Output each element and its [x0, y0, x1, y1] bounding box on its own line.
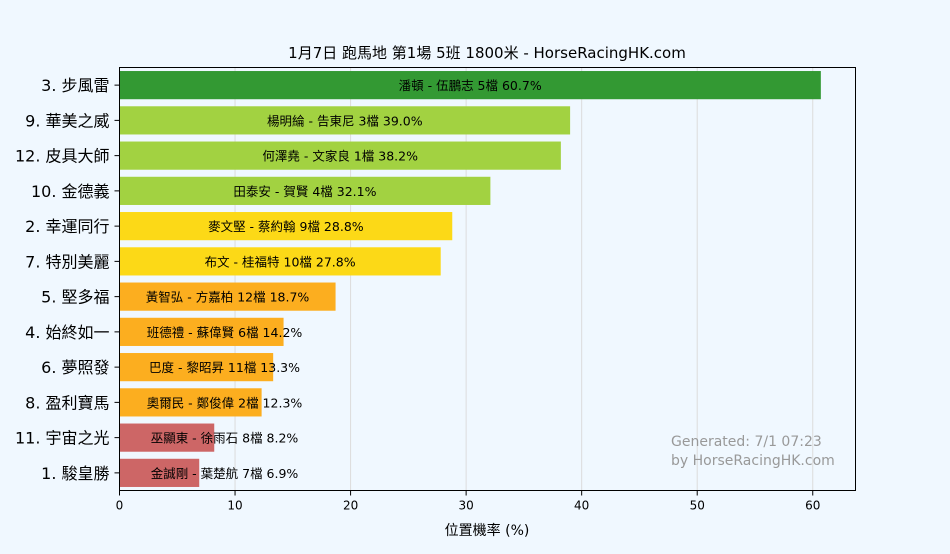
y-tick-label: 1. 駿皇勝: [41, 464, 109, 483]
bar: [119, 141, 561, 170]
y-tick-label: 2. 幸運同行: [25, 217, 109, 236]
x-tick-label: 10: [227, 499, 242, 513]
x-tick-label: 0: [116, 499, 124, 513]
y-tick-label: 5. 堅多福: [41, 288, 109, 307]
y-tick-label: 7. 特別美麗: [25, 252, 109, 271]
y-tick-label: 10. 金德義: [31, 182, 110, 201]
y-tick-label: 11. 宇宙之光: [15, 429, 110, 448]
bar: [119, 317, 284, 346]
x-tick-label: 30: [458, 499, 473, 513]
grid: [234, 67, 814, 491]
bar-label: 巴度 - 黎昭昇 11檔 13.3%: [149, 360, 300, 375]
bar: [119, 388, 262, 417]
y-tick-label: 9. 華美之威: [25, 111, 109, 130]
y-tick-label: 8. 盈利寶馬: [25, 393, 109, 412]
plot-area: [119, 67, 856, 491]
bar: [119, 423, 215, 452]
bar: [119, 212, 453, 241]
bar-label: 奧爾民 - 鄭俊偉 2檔 12.3%: [147, 395, 303, 410]
y-tick-label: 12. 皮具大師: [15, 147, 110, 166]
source-note: by HorseRacingHK.com: [671, 453, 835, 469]
bar: [119, 71, 821, 100]
x-tick-label: 20: [343, 499, 358, 513]
bar-label: 巫顯東 - 徐雨石 8檔 8.2%: [151, 431, 299, 446]
generated-note: Generated: 7/1 07:23: [671, 434, 822, 450]
y-tick-label: 4. 始終如一: [25, 323, 109, 342]
bar: [119, 247, 441, 276]
bar: [119, 458, 200, 487]
x-tick-label: 50: [690, 499, 705, 513]
bar-label: 布文 - 桂福特 10檔 27.8%: [205, 254, 356, 269]
bar: [119, 176, 491, 205]
bar: [119, 282, 336, 311]
bars: [119, 71, 821, 487]
axes: 0 10 20 30 40 50 60 3. 步風雷 9. 華美之威 12. 皮具大師 10. 金德…: [15, 76, 820, 512]
bar-label: 黃智弘 - 方嘉柏 12檔 18.7%: [146, 290, 310, 305]
bar-label: 麥文堅 - 蔡約翰 9檔 28.8%: [208, 219, 364, 234]
x-axis-label: 位置機率 (%): [445, 522, 530, 539]
plot-frame: [119, 67, 856, 491]
bar: [119, 353, 274, 382]
x-tick-label: 40: [574, 499, 589, 513]
bar-label: 班德禮 - 蘇偉賢 6檔 14.2%: [147, 325, 303, 340]
bar-label: 金誠剛 - 葉楚航 7檔 6.9%: [151, 466, 299, 481]
bar-label: 田泰安 - 賀賢 4檔 32.1%: [233, 184, 376, 199]
y-tick-label: 6. 夢照發: [41, 358, 109, 377]
chart-title: 1月7日 跑馬地 第1場 5班 1800米 - HorseRacingHK.co…: [288, 44, 686, 62]
bar-label: 楊明綸 - 告東尼 3檔 39.0%: [267, 113, 423, 128]
y-tick-label: 3. 步風雷: [41, 76, 109, 95]
bar: [119, 106, 571, 135]
x-tick-label: 60: [805, 499, 820, 513]
bar-labels: 潘頓 - 伍鵬志 5檔 60.7% 楊明綸 - 告東尼 3檔 39.0% 何澤堯 -…: [146, 78, 542, 481]
bar-label: 潘頓 - 伍鵬志 5檔 60.7%: [399, 78, 542, 93]
bar-label: 何澤堯 - 文家良 1檔 38.2%: [262, 149, 418, 164]
